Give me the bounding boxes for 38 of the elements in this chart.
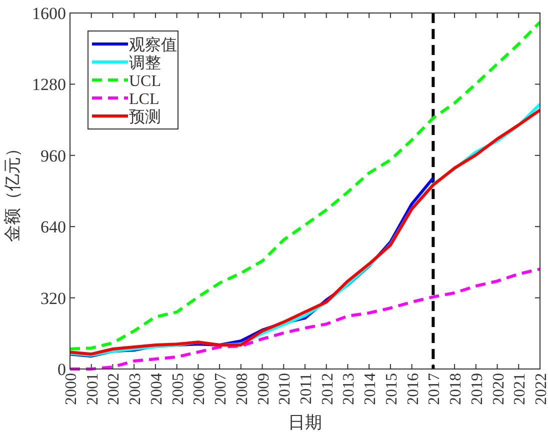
legend-label: 调整 xyxy=(129,55,161,72)
x-tick-label: 2017 xyxy=(426,373,444,405)
y-tick-label: 640 xyxy=(40,218,66,237)
line-series xyxy=(68,268,542,370)
x-tick-label: 2002 xyxy=(106,373,123,405)
y-tick-label: 1600 xyxy=(32,4,66,23)
x-tick-label: 2008 xyxy=(234,373,251,405)
x-tick-label: 2016 xyxy=(404,373,422,405)
x-tick-label: 2022 xyxy=(533,373,548,405)
x-tick-label: 2012 xyxy=(319,373,336,405)
x-tick-label: 2014 xyxy=(362,373,380,405)
x-tick-label: 2000 xyxy=(63,373,80,405)
x-tick-label: 2010 xyxy=(276,373,294,405)
x-axis-title: 日期 xyxy=(288,413,322,432)
x-tick-label: 2009 xyxy=(255,373,272,405)
y-tick-label: 0 xyxy=(58,360,66,379)
x-tick-label: 2005 xyxy=(170,373,187,405)
y-tick-label: 960 xyxy=(40,146,66,166)
x-tick-label: 2018 xyxy=(448,373,465,405)
legend-label: 观察值 xyxy=(129,36,177,54)
x-tick-label: 2004 xyxy=(148,373,166,405)
x-tick-label: 2001 xyxy=(84,373,102,405)
x-tick-label: 2015 xyxy=(383,373,400,405)
x-tick-label: 2019 xyxy=(468,373,486,405)
y-tick-label: 320 xyxy=(40,288,66,308)
x-tick-label: 2003 xyxy=(127,373,144,405)
y-axis-title: 金额（亿元） xyxy=(3,140,22,242)
legend-label: LCL xyxy=(129,91,160,108)
line-series xyxy=(68,20,542,350)
legend-label: 预测 xyxy=(129,109,161,126)
x-tick-label: 2020 xyxy=(490,373,508,405)
x-tick-label: 2007 xyxy=(212,373,230,405)
legend-label: UCL xyxy=(129,73,161,90)
x-tick-label: 2011 xyxy=(298,373,315,404)
x-tick-label: 2006 xyxy=(191,373,208,405)
x-tick-label: 2021 xyxy=(512,373,529,405)
x-tick-label: 2013 xyxy=(340,373,358,405)
y-tick-label: 1280 xyxy=(32,75,66,94)
